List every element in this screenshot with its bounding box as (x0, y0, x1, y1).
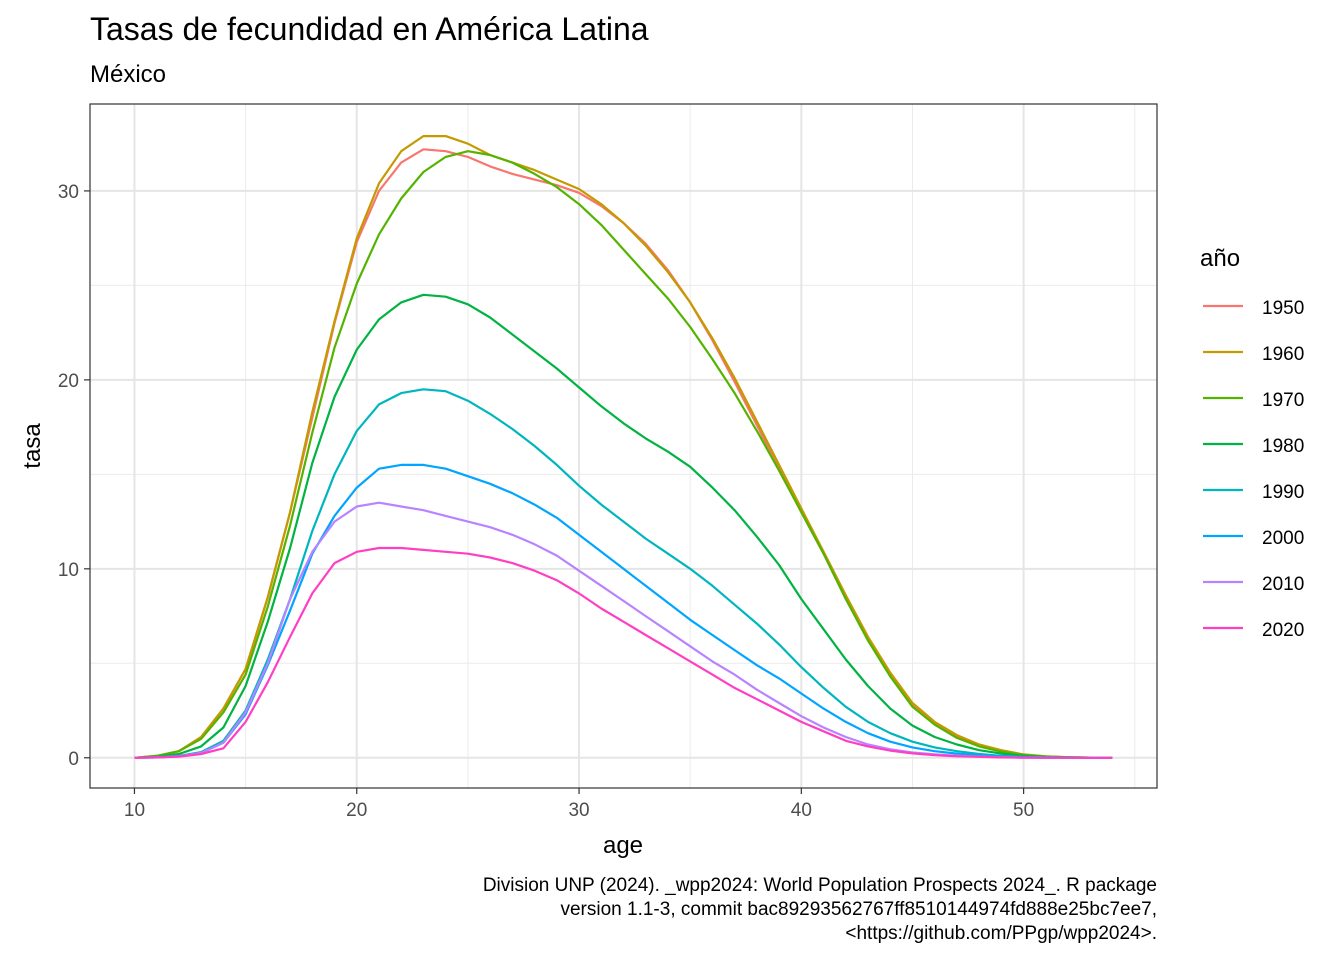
legend-label-1970: 1970 (1262, 390, 1304, 411)
legend-label-1990: 1990 (1262, 482, 1304, 503)
y-axis: 0 10 20 30 (58, 182, 90, 770)
series-lines (134, 135, 1113, 759)
chart-subtitle: México (90, 61, 166, 88)
y-axis-label: tasa (19, 423, 46, 469)
legend-label-2020: 2020 (1262, 620, 1304, 641)
x-tick-label: 30 (568, 800, 589, 821)
legend-label-1960: 1960 (1262, 344, 1304, 365)
x-axis-label: age (603, 832, 643, 859)
caption: Division UNP (2024). _wpp2024: World Pop… (483, 875, 1157, 944)
y-tick-label: 0 (68, 749, 79, 770)
series-line-2000 (134, 463, 1113, 759)
legend-title: año (1200, 245, 1240, 272)
y-tick-label: 30 (58, 182, 79, 203)
caption-line-3: <https://github.com/PPgp/wpp2024>. (845, 923, 1157, 944)
legend-label-1980: 1980 (1262, 436, 1304, 457)
plot-panel-border (89, 103, 1158, 789)
legend-label-1950: 1950 (1262, 298, 1304, 319)
x-tick-label: 50 (1013, 800, 1034, 821)
series-line-2020 (134, 546, 1113, 759)
x-tick-label: 20 (346, 800, 367, 821)
series-line-1990 (134, 388, 1113, 759)
legend-label-2010: 2010 (1262, 574, 1304, 595)
legend-label-2000: 2000 (1262, 528, 1304, 549)
x-tick-label: 40 (791, 800, 812, 821)
caption-line-2: version 1.1-3, commit bac89293562767ff85… (560, 899, 1157, 920)
caption-line-1: Division UNP (2024). _wpp2024: World Pop… (483, 875, 1157, 896)
y-tick-label: 20 (58, 371, 79, 392)
series-line-1980 (134, 293, 1113, 759)
series-line-1970 (134, 150, 1113, 759)
chart-title: Tasas de fecundidad en América Latina (90, 11, 649, 47)
y-tick-label: 10 (58, 560, 79, 581)
series-line-1960 (134, 135, 1113, 759)
x-axis: 10 20 30 40 50 (124, 788, 1034, 821)
legend: año 1950 1960 1970 1980 1990 2000 2010 2020 (1200, 245, 1304, 641)
x-tick-label: 10 (124, 800, 145, 821)
